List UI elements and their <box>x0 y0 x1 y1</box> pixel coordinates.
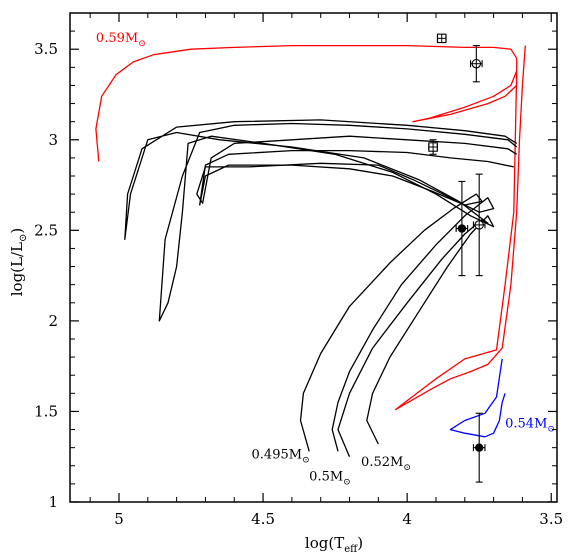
track-mass-label-sun: ⊙ <box>138 39 146 49</box>
observed-star-4 <box>472 173 486 277</box>
x-tick-label: 3.5 <box>539 510 563 528</box>
y-axis-title-end: ) <box>8 228 26 234</box>
black-track-label-1: 0.5M⊙ <box>309 469 351 487</box>
evolutionary-track-2 <box>196 135 518 452</box>
black-track-label-text: 0.52M <box>361 455 403 470</box>
x-axis-title-text: log(T <box>305 534 344 552</box>
ticks-layer: 5 4.5 4 3.5 1 1.5 2 2.5 3 3.5 <box>34 13 563 528</box>
y-tick-label: 1 <box>48 493 58 511</box>
x-tick-label: 5 <box>114 510 124 528</box>
track-mass-label-text: 0.59M <box>96 31 138 46</box>
observed-star-1 <box>470 45 483 83</box>
y-tick-label: 1.5 <box>34 402 58 420</box>
y-axis-title: log(L/L⊙) <box>8 228 29 297</box>
observed-star-3 <box>455 180 469 277</box>
y-tick-label: 3.5 <box>34 40 58 58</box>
evolutionary-track-1 <box>449 358 506 438</box>
x-axis-title-sub: eff <box>344 544 358 555</box>
data-points-layer <box>428 33 486 483</box>
observed-star-2 <box>428 139 438 155</box>
black-track-label-sun: ⊙ <box>343 477 351 487</box>
filled-circle-marker <box>474 443 484 452</box>
y-axis-title-sun: ⊙ <box>18 234 29 242</box>
track-mass-label-text: 0.54M <box>505 417 547 432</box>
evolutionary-track-3 <box>158 122 518 445</box>
evolutionary-track-5 <box>199 149 514 452</box>
track-mass-label-1: 0.54M⊙ <box>505 417 555 435</box>
track-mass-label-0: 0.59M⊙ <box>96 31 146 49</box>
observed-star-5 <box>472 412 486 483</box>
x-tick-label: 4 <box>402 510 412 528</box>
tracks-layer <box>95 44 526 457</box>
x-axis-title-end: ) <box>357 534 363 552</box>
black-track-label-text: 0.5M <box>309 469 343 484</box>
plot-frame <box>69 12 558 503</box>
x-tick-label: 4.5 <box>251 510 275 528</box>
black-track-label-2: 0.52M⊙ <box>361 455 411 473</box>
evolutionary-track-4 <box>124 119 518 457</box>
track-mass-label-sun: ⊙ <box>547 425 555 435</box>
black-track-label-sun: ⊙ <box>403 463 411 473</box>
y-axis-title-text: log(L/L <box>8 242 26 296</box>
y-tick-label: 3 <box>48 131 58 149</box>
black-track-label-text: 0.495M <box>252 448 303 463</box>
series-labels-layer: 0.59M⊙0.54M⊙0.495M⊙0.5M⊙0.52M⊙ <box>96 31 555 487</box>
filled-circle-marker <box>457 224 467 233</box>
black-track-label-0: 0.495M⊙ <box>252 448 310 466</box>
y-tick-label: 2 <box>48 312 58 330</box>
y-tick-label: 2.5 <box>34 221 58 239</box>
black-track-label-sun: ⊙ <box>302 456 310 466</box>
observed-star-0 <box>436 33 447 44</box>
x-axis-title: log(Teff) <box>305 534 363 555</box>
evolutionary-track-0 <box>95 44 526 411</box>
